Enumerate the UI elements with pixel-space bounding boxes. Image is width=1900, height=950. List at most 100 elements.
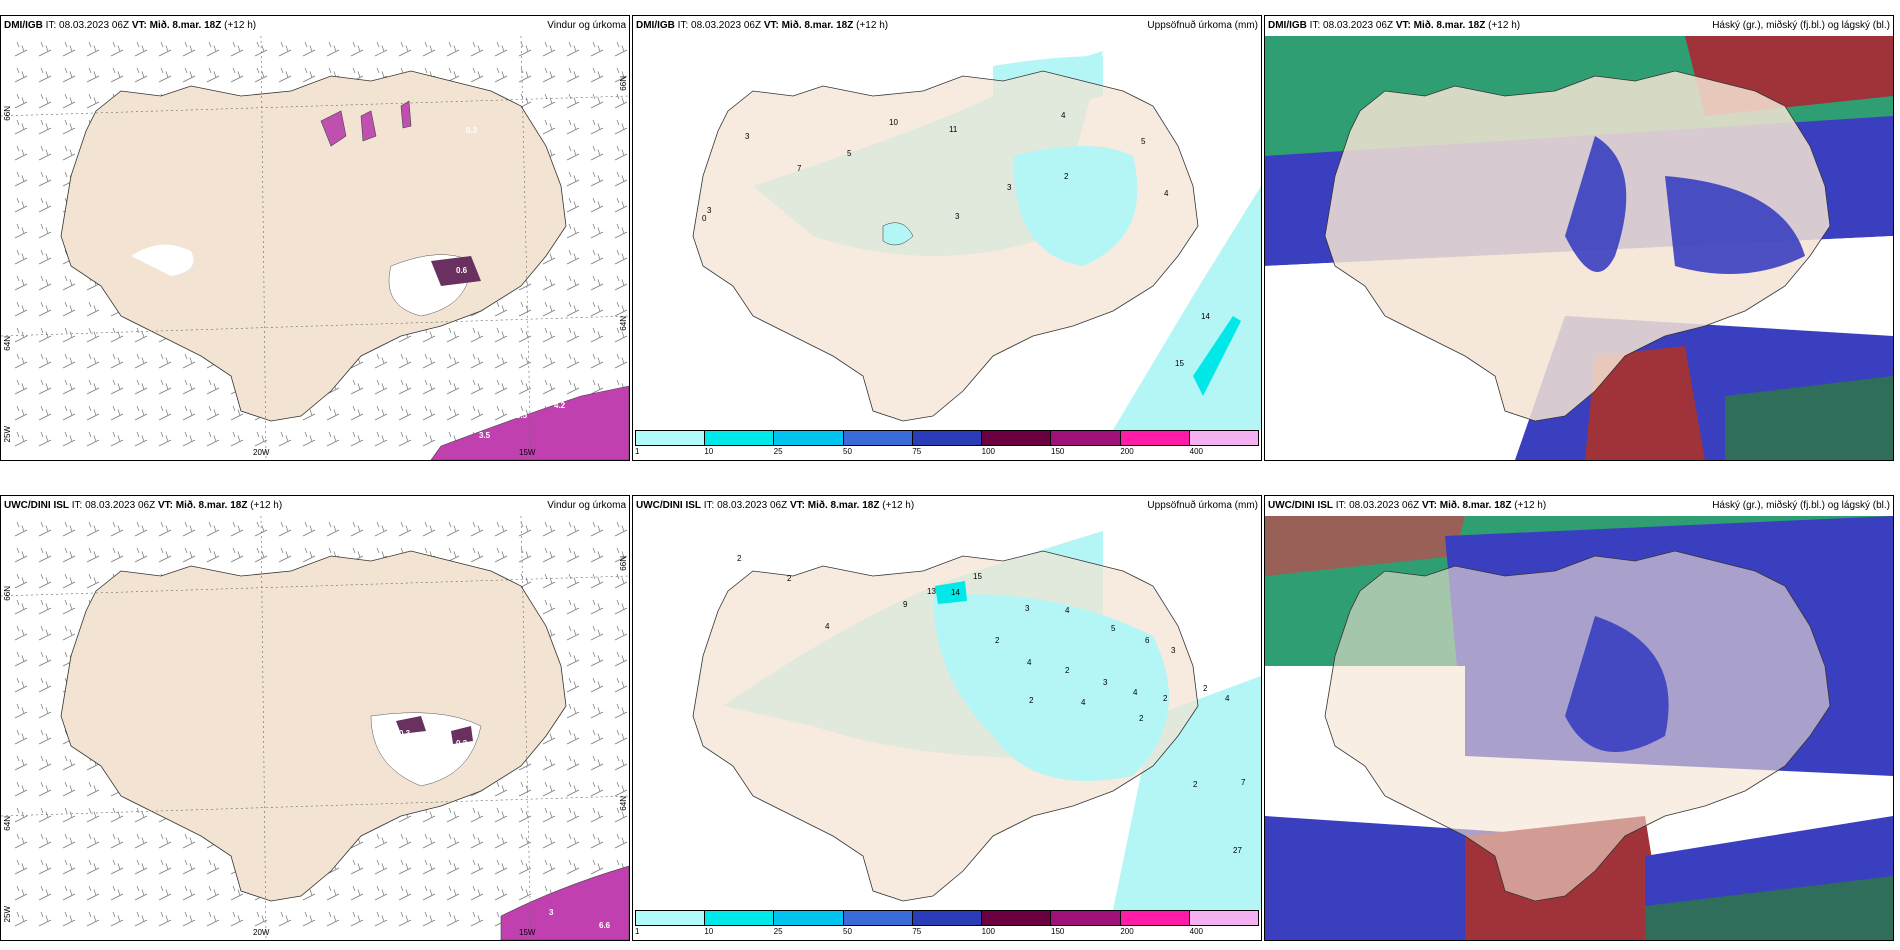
panel-header: UWC/DINI ISL IT: 08.03.2023 06Z VT: Mið.… [633, 496, 1261, 516]
wind-barb [542, 755, 556, 771]
value-label: 2 [1065, 666, 1070, 675]
wind-barb [14, 703, 28, 719]
wind-barb [446, 67, 460, 83]
wind-barb [518, 807, 532, 823]
legend-tick: 200 [1120, 447, 1134, 456]
value-label: 0.3 [466, 126, 478, 135]
cloud-cover-map[interactable] [1265, 36, 1893, 460]
wind-barb [62, 885, 76, 901]
wind-barb [134, 547, 148, 563]
legend-swatch [705, 431, 775, 445]
wind-barb [38, 223, 52, 239]
wind-barb [566, 677, 580, 693]
wind-barb [62, 431, 76, 447]
wind-barb [446, 41, 460, 57]
wind-barb [206, 547, 220, 563]
accumulated-precip-map[interactable]: 2 2 4 9 13 14 15 3 4 5 6 3 2 4 2 3 4 2 2… [633, 516, 1261, 940]
wind-barb [374, 911, 388, 927]
panel-header: DMI/IGB IT: 08.03.2023 06Z VT: Mið. 8.ma… [1, 16, 629, 36]
wind-barb [398, 833, 412, 849]
wind-barb [614, 781, 628, 797]
wind-barb [182, 547, 196, 563]
value-label: 4 [1065, 606, 1070, 615]
wind-barb [350, 911, 364, 927]
precip-legend: 1 10 25 50 75 100 150 200 400 [635, 910, 1259, 938]
wind-barb [62, 405, 76, 421]
wind-barb [566, 573, 580, 589]
accumulated-precip-map[interactable]: 3 7 5 10 11 4 5 3 2 4 3 3 0 14 15 [633, 36, 1261, 460]
wind-barb [614, 301, 628, 317]
wind-barb [278, 521, 292, 537]
wind-barb [494, 859, 508, 875]
wind-barb [86, 353, 100, 369]
wind-barb [62, 145, 76, 161]
value-label: 4 [1164, 189, 1169, 198]
wind-barb [542, 599, 556, 615]
wind-barb [38, 275, 52, 291]
legend-swatch [774, 911, 844, 925]
wind-barb [158, 41, 172, 57]
wind-barb [590, 833, 604, 849]
wind-barb [614, 119, 628, 135]
wind-barb [62, 911, 76, 927]
wind-barb [62, 41, 76, 57]
wind-barb [14, 651, 28, 667]
wind-barb [38, 405, 52, 421]
wind-barb [590, 171, 604, 187]
wind-barb [134, 859, 148, 875]
wind-barb [542, 859, 556, 875]
wind-barb [614, 677, 628, 693]
value-label: 2 [1203, 684, 1208, 693]
wind-barb [446, 547, 460, 563]
wind-barb [446, 327, 460, 343]
legend-swatch [982, 911, 1052, 925]
value-label: 3 [1171, 646, 1176, 655]
wind-barb [542, 573, 556, 589]
wind-barb [14, 327, 28, 343]
wind-barb [374, 41, 388, 57]
wind-barb [590, 729, 604, 745]
wind-barb [518, 301, 532, 317]
wind-barb [350, 405, 364, 421]
wind-barb [14, 41, 28, 57]
legend-ticks: 1 10 25 50 75 100 150 200 400 [635, 446, 1259, 456]
wind-barb [590, 781, 604, 797]
wind-precip-map[interactable]: 66N 64N 20W 15W 25W 66N 64N 0.3 0.6 3.5 … [1, 36, 629, 460]
legend-swatch [982, 431, 1052, 445]
wind-barb [14, 521, 28, 537]
cloud-cover-map[interactable] [1265, 516, 1893, 940]
wind-precip-map[interactable]: 66N 64N 20W 15W 25W 66N 64N 0.3 0.3 3 6.… [1, 516, 629, 940]
wind-barb [254, 521, 268, 537]
legend-swatch [1051, 431, 1121, 445]
legend-tick: 200 [1120, 927, 1134, 936]
wind-barb [62, 93, 76, 109]
wind-barb [14, 911, 28, 927]
wind-barb [182, 911, 196, 927]
wind-barb [158, 833, 172, 849]
wind-barb [182, 859, 196, 875]
wind-barb [422, 353, 436, 369]
wind-barb [110, 547, 124, 563]
wind-barb [230, 885, 244, 901]
wind-barb [374, 431, 388, 447]
wind-barb [278, 41, 292, 57]
value-label: 2 [1029, 696, 1034, 705]
value-label: 9 [903, 600, 908, 609]
value-label: 5 [847, 149, 852, 158]
wind-barb [614, 703, 628, 719]
wind-barb [302, 521, 316, 537]
wind-barb [86, 93, 100, 109]
wind-barb [614, 547, 628, 563]
wind-barb [374, 885, 388, 901]
legend-tick: 100 [981, 927, 996, 936]
wind-barb [566, 275, 580, 291]
wind-barb [326, 405, 340, 421]
wind-barb [110, 405, 124, 421]
value-label: 2 [1064, 172, 1069, 181]
legend-tick: 25 [773, 447, 783, 456]
product-title: Vindur og úrkoma [547, 500, 626, 511]
wind-barb [86, 833, 100, 849]
wind-barb [230, 41, 244, 57]
legend-tick: 150 [1051, 927, 1065, 936]
wind-barb [470, 41, 484, 57]
